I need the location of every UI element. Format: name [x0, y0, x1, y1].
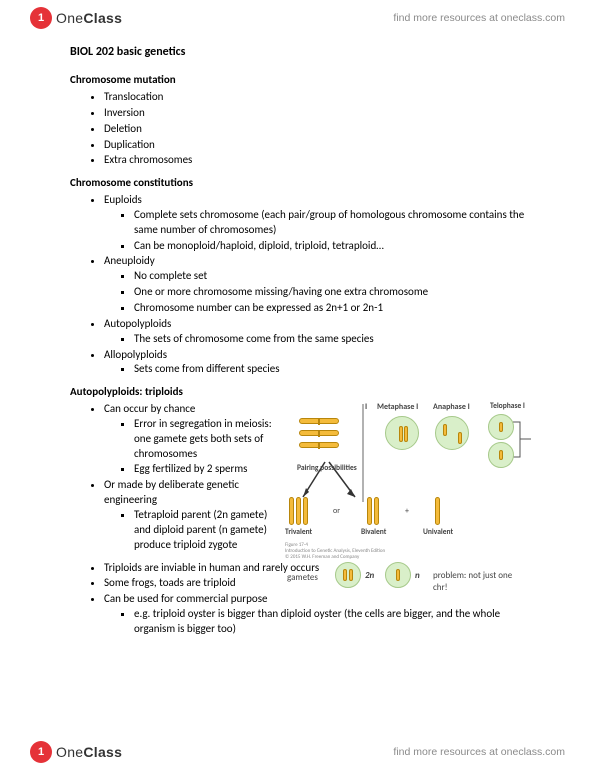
list-item: Euploids Complete sets chromosome (each …: [104, 193, 525, 253]
cell-icon: [435, 416, 469, 450]
chromosome-icon: [458, 432, 462, 444]
list-item: Translocation: [104, 90, 525, 105]
item-label: Or made by deliberate genetic engineerin…: [104, 478, 239, 506]
page-title: BIOL 202 basic genetics: [70, 44, 525, 60]
chromosome-icon: [399, 426, 403, 442]
logo-one: One: [56, 10, 83, 26]
chromosome-icon: [296, 497, 301, 525]
list-item: Aneuploidy No complete set One or more c…: [104, 254, 525, 315]
diagram-label: I: [365, 402, 367, 413]
diagram-label: 2n: [365, 570, 374, 582]
triploid-text: Can occur by chance Error in segregation…: [70, 402, 285, 560]
chromosome-icon: [367, 497, 372, 525]
diagram-label: Trivalent: [285, 528, 312, 538]
list-item: One or more chromosome missing/having on…: [134, 285, 525, 300]
chromosome-icon: [443, 424, 447, 436]
list-item: The sets of chromosome come from the sam…: [134, 332, 525, 347]
diagram-label: gametes: [287, 572, 318, 584]
list-item: Tetraploid parent (2n gamete) and diploi…: [134, 508, 285, 553]
item-label: Autopolyploids: [104, 317, 171, 330]
logo-badge-icon: 1: [30, 741, 52, 763]
diagram-label: problem: not just one chr!: [433, 570, 525, 594]
chromosome-icon: [435, 497, 440, 525]
cell-icon: [335, 562, 361, 588]
logo-class: Class: [83, 10, 122, 26]
list-constitutions: Euploids Complete sets chromosome (each …: [70, 193, 525, 377]
chromosome-icon: [374, 497, 379, 525]
header-tagline: find more resources at oneclass.com: [393, 12, 565, 24]
diagram-label: n: [415, 570, 420, 582]
diagram-label: +: [405, 506, 409, 517]
chromosome-icon: [289, 497, 294, 525]
chromosome-icon: [299, 430, 339, 436]
list-item: Complete sets chromosome (each pair/grou…: [134, 208, 525, 238]
cell-icon: [385, 562, 411, 588]
diagram-credit: © 2015 W.H. Freeman and Company: [285, 554, 359, 561]
chromosome-icon: [343, 569, 347, 581]
footer-tagline: find more resources at oneclass.com: [393, 746, 565, 758]
logo: 1 OneClass: [30, 741, 122, 763]
chromosome-icon: [404, 426, 408, 442]
section-heading: Autopolyploids: triploids: [70, 385, 525, 400]
list-item: Inversion: [104, 106, 525, 121]
triploid-row: Can occur by chance Error in segregation…: [70, 402, 525, 560]
logo-class: Class: [83, 744, 122, 760]
list-item: Error in segregation in meiosis: one gam…: [134, 417, 285, 462]
list-item: Chromosome number can be expressed as 2n…: [134, 301, 525, 316]
chromosome-icon: [499, 450, 503, 460]
meiosis-diagram: I Metaphase I Anaphase I Telophase I: [285, 402, 525, 560]
list-item: e.g. triploid oyster is bigger than dipl…: [134, 607, 525, 637]
diagram-label: Univalent: [423, 528, 453, 538]
section-heading: Chromosome mutation: [70, 73, 525, 88]
diagram-label: Pairing possibilities: [297, 464, 357, 474]
logo-badge-icon: 1: [30, 7, 52, 29]
chromosome-icon: [299, 442, 339, 448]
diagram-label: Anaphase I: [433, 402, 470, 413]
chromosome-icon: [499, 422, 503, 432]
logo-text: OneClass: [56, 10, 122, 26]
item-label: Allopolyploids: [104, 348, 167, 361]
logo-text: OneClass: [56, 744, 122, 760]
chromosome-icon: [303, 497, 308, 525]
chromosome-icon: [299, 418, 339, 424]
item-label: Can be used for commercial purpose: [104, 592, 268, 605]
cell-icon: [488, 414, 514, 440]
item-label: Aneuploidy: [104, 254, 155, 267]
list-item: Autopolyploids The sets of chromosome co…: [104, 317, 525, 347]
list-mutation: Translocation Inversion Deletion Duplica…: [70, 90, 525, 168]
item-label: Can occur by chance: [104, 402, 195, 415]
cell-icon: [385, 416, 419, 450]
list-item: Or made by deliberate genetic engineerin…: [104, 478, 285, 552]
chromosome-icon: [349, 569, 353, 581]
chromosome-icon: [396, 569, 400, 581]
cell-icon: [488, 442, 514, 468]
list-item: Can occur by chance Error in segregation…: [104, 402, 285, 477]
list-item: Deletion: [104, 122, 525, 137]
diagram-label: Metaphase I: [377, 402, 418, 413]
logo-one: One: [56, 744, 83, 760]
list-item: No complete set: [134, 269, 525, 284]
section-heading: Chromosome constitutions: [70, 176, 525, 191]
list-item: Extra chromosomes: [104, 153, 525, 168]
list-item: Can be monoploid/haploid, diploid, tripl…: [134, 239, 525, 254]
logo: 1 OneClass: [30, 7, 122, 29]
list-item: Egg fertilized by 2 sperms: [134, 462, 285, 477]
list-item: Allopolyploids Sets come from different …: [104, 348, 525, 378]
document-page: BIOL 202 basic genetics Chromosome mutat…: [0, 36, 595, 637]
list-item: Duplication: [104, 138, 525, 153]
diagram-label: or: [333, 506, 340, 517]
diagram-label: Telophase I: [490, 402, 525, 412]
diagram-label: Bivalent: [361, 528, 386, 538]
footer: 1 OneClass find more resources at onecla…: [0, 734, 595, 770]
item-label: Euploids: [104, 193, 142, 206]
list-item: Sets come from different species: [134, 362, 525, 377]
list-item: Can be used for commercial purpose e.g. …: [104, 592, 525, 637]
header: 1 OneClass find more resources at onecla…: [0, 0, 595, 36]
